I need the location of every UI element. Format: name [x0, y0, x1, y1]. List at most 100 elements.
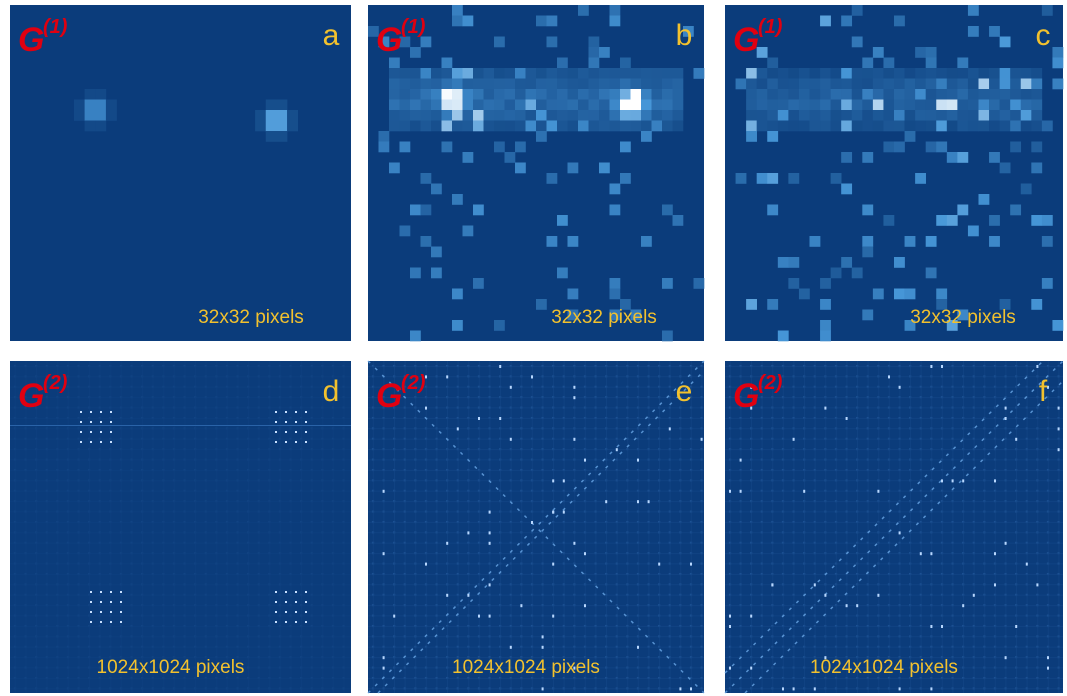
pixel: [957, 110, 968, 121]
dot: [510, 646, 512, 649]
pixel: [915, 79, 926, 90]
pixel: [767, 173, 778, 184]
pixel: [631, 68, 642, 79]
pixel: [610, 68, 621, 79]
panel-background: [10, 5, 351, 341]
pixel: [894, 89, 905, 100]
dot: [899, 386, 901, 389]
dot: [90, 441, 92, 443]
dot: [1005, 542, 1007, 545]
pixel: [431, 68, 442, 79]
pixel: [926, 110, 937, 121]
pixel: [936, 215, 947, 226]
pixel: [894, 110, 905, 121]
pixel: [473, 205, 484, 216]
pixel: [873, 89, 884, 100]
pixel: [557, 268, 568, 279]
pixel: [463, 16, 474, 27]
dot: [877, 490, 879, 493]
pixel: [1010, 68, 1021, 79]
pixel: [852, 79, 863, 90]
pixel: [95, 110, 106, 121]
pixel: [915, 89, 926, 100]
pixel: [767, 299, 778, 310]
pixel: [547, 121, 558, 132]
pixel: [1010, 110, 1021, 121]
pixel: [557, 89, 568, 100]
pixel: [957, 58, 968, 69]
pixel: [526, 79, 537, 90]
pixel: [266, 131, 277, 142]
pixel: [862, 110, 873, 121]
symbol: G: [376, 377, 402, 415]
pixel: [85, 110, 96, 121]
pixel: [389, 79, 400, 90]
pixel: [926, 79, 937, 90]
dot: [1026, 563, 1028, 566]
pixel: [810, 100, 821, 111]
pixel: [452, 89, 463, 100]
pixel: [947, 121, 958, 132]
pixel: [820, 121, 831, 132]
pixel: [431, 121, 442, 132]
pixel: [400, 89, 411, 100]
pixel: [894, 121, 905, 132]
dot: [285, 621, 287, 623]
pixel: [915, 100, 926, 111]
pixel: [568, 236, 579, 247]
pixel: [526, 68, 537, 79]
pixel: [862, 205, 873, 216]
dot: [100, 611, 102, 613]
pixel: [547, 89, 558, 100]
pixel: [841, 110, 852, 121]
pixel: [266, 100, 277, 111]
dot: [941, 479, 943, 482]
pixel: [936, 89, 947, 100]
pixel: [841, 68, 852, 79]
pixel: [557, 58, 568, 69]
pixel: [255, 110, 266, 121]
pixel: [431, 79, 442, 90]
pixel: [473, 121, 484, 132]
caption: 32x32 pixels: [198, 307, 304, 328]
pixel: [968, 68, 979, 79]
pixel: [589, 121, 600, 132]
pixel: [767, 68, 778, 79]
pixel: [610, 121, 621, 132]
pixel: [989, 110, 1000, 121]
dot: [275, 591, 277, 593]
dot: [690, 687, 692, 690]
pixel: [915, 47, 926, 58]
dot: [994, 479, 996, 482]
grid-texture: [10, 361, 351, 693]
pixel: [799, 289, 810, 300]
pixel: [820, 299, 831, 310]
caption: 1024x1024 pixels: [452, 657, 600, 678]
pixel: [255, 121, 266, 132]
pixel: [631, 100, 642, 111]
pixel: [599, 163, 610, 174]
pixel: [431, 110, 442, 121]
pixel: [1010, 100, 1021, 111]
pixel: [557, 110, 568, 121]
pixel: [894, 16, 905, 27]
symbol: G: [733, 377, 759, 415]
dot: [285, 591, 287, 593]
pixel: [484, 110, 495, 121]
pixel: [379, 142, 390, 153]
dot: [80, 411, 82, 413]
pixel: [484, 121, 495, 132]
dot: [110, 431, 112, 433]
dot: [679, 687, 681, 690]
dot: [669, 427, 671, 430]
pixel: [610, 5, 621, 16]
pixel: [926, 142, 937, 153]
pixel: [389, 110, 400, 121]
pixel: [757, 173, 768, 184]
pixel: [852, 68, 863, 79]
pixel: [852, 89, 863, 100]
pixel: [1031, 299, 1042, 310]
pixel: [1031, 142, 1042, 153]
dot: [425, 563, 427, 566]
dot: [552, 511, 554, 514]
